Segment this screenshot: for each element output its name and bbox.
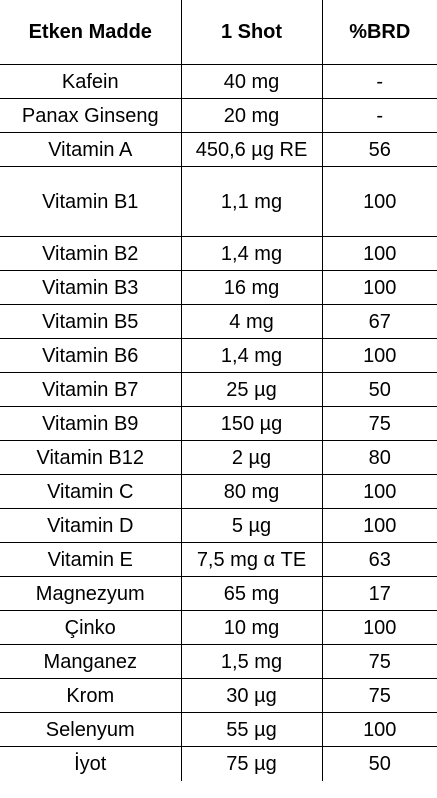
column-header-brd-percent: %BRD xyxy=(321,0,437,65)
ingredient-amount: 1,4 mg xyxy=(180,338,323,373)
ingredient-brd: 100 xyxy=(321,338,437,373)
ingredient-amount: 25 µg xyxy=(180,372,323,407)
ingredient-name: Kafein xyxy=(0,64,182,99)
ingredient-amount: 30 µg xyxy=(180,678,323,713)
table-row: Çinko 10 mg 100 xyxy=(0,610,437,645)
ingredient-brd: 100 xyxy=(321,474,437,509)
ingredient-amount: 16 mg xyxy=(180,270,323,305)
ingredient-brd: - xyxy=(321,64,437,99)
ingredient-amount: 10 mg xyxy=(180,610,323,645)
table-row: İyot 75 µg 50 xyxy=(0,746,437,781)
ingredient-name: Vitamin B5 xyxy=(0,304,182,339)
ingredient-brd: 56 xyxy=(321,132,437,167)
ingredient-brd: 100 xyxy=(321,270,437,305)
table-row: Vitamin B12 2 µg 80 xyxy=(0,440,437,475)
ingredient-brd: 100 xyxy=(321,236,437,271)
ingredient-brd: 100 xyxy=(321,508,437,543)
ingredient-amount: 80 mg xyxy=(180,474,323,509)
ingredient-name: Vitamin B2 xyxy=(0,236,182,271)
table-row: Vitamin D 5 µg 100 xyxy=(0,508,437,543)
ingredient-brd: - xyxy=(321,98,437,133)
table-row: Vitamin C 80 mg 100 xyxy=(0,474,437,509)
ingredient-name: Vitamin E xyxy=(0,542,182,577)
table-row: Vitamin B1 1,1 mg 100 xyxy=(0,166,437,237)
ingredient-name: Vitamin B7 xyxy=(0,372,182,407)
ingredient-name: Vitamin B9 xyxy=(0,406,182,441)
ingredient-name: Selenyum xyxy=(0,712,182,747)
ingredient-amount: 1,4 mg xyxy=(180,236,323,271)
nutrition-table: Etken Madde 1 Shot %BRD Kafein 40 mg - P… xyxy=(0,0,437,781)
ingredient-brd: 100 xyxy=(321,712,437,747)
ingredient-name: İyot xyxy=(0,746,182,781)
table-row: Panax Ginseng 20 mg - xyxy=(0,98,437,133)
ingredient-brd: 50 xyxy=(321,372,437,407)
table-row: Vitamin B2 1,4 mg 100 xyxy=(0,236,437,271)
ingredient-name: Krom xyxy=(0,678,182,713)
ingredient-name: Vitamin D xyxy=(0,508,182,543)
ingredient-name: Panax Ginseng xyxy=(0,98,182,133)
ingredient-amount: 4 mg xyxy=(180,304,323,339)
table-row: Magnezyum 65 mg 17 xyxy=(0,576,437,611)
ingredient-amount: 55 µg xyxy=(180,712,323,747)
table-row: Vitamin B5 4 mg 67 xyxy=(0,304,437,339)
ingredient-name: Vitamin B3 xyxy=(0,270,182,305)
ingredient-amount: 65 mg xyxy=(180,576,323,611)
table-row: Vitamin E 7,5 mg α TE 63 xyxy=(0,542,437,577)
ingredient-brd: 75 xyxy=(321,678,437,713)
column-header-active-ingredient: Etken Madde xyxy=(0,0,182,65)
ingredient-amount: 1,5 mg xyxy=(180,644,323,679)
ingredient-amount: 40 mg xyxy=(180,64,323,99)
ingredient-brd: 75 xyxy=(321,644,437,679)
ingredient-name: Vitamin B12 xyxy=(0,440,182,475)
table-row: Vitamin B6 1,4 mg 100 xyxy=(0,338,437,373)
ingredient-name: Vitamin C xyxy=(0,474,182,509)
ingredient-brd: 100 xyxy=(321,610,437,645)
ingredient-name: Manganez xyxy=(0,644,182,679)
ingredient-brd: 67 xyxy=(321,304,437,339)
ingredient-amount: 5 µg xyxy=(180,508,323,543)
ingredient-brd: 75 xyxy=(321,406,437,441)
table-row: Vitamin B7 25 µg 50 xyxy=(0,372,437,407)
table-row: Vitamin B3 16 mg 100 xyxy=(0,270,437,305)
table-row: Selenyum 55 µg 100 xyxy=(0,712,437,747)
column-header-per-shot: 1 Shot xyxy=(180,0,323,65)
ingredient-amount: 1,1 mg xyxy=(180,166,323,237)
ingredient-brd: 63 xyxy=(321,542,437,577)
ingredient-brd: 50 xyxy=(321,746,437,781)
ingredient-name: Vitamin A xyxy=(0,132,182,167)
ingredient-brd: 17 xyxy=(321,576,437,611)
ingredient-name: Çinko xyxy=(0,610,182,645)
ingredient-name: Magnezyum xyxy=(0,576,182,611)
table-row: Vitamin B9 150 µg 75 xyxy=(0,406,437,441)
ingredient-name: Vitamin B1 xyxy=(0,166,182,237)
table-row: Kafein 40 mg - xyxy=(0,64,437,99)
ingredient-amount: 20 mg xyxy=(180,98,323,133)
ingredient-amount: 7,5 mg α TE xyxy=(180,542,323,577)
ingredient-amount: 450,6 µg RE xyxy=(180,132,323,167)
table-row: Vitamin A 450,6 µg RE 56 xyxy=(0,132,437,167)
ingredient-brd: 100 xyxy=(321,166,437,237)
table-row: Manganez 1,5 mg 75 xyxy=(0,644,437,679)
ingredient-brd: 80 xyxy=(321,440,437,475)
ingredient-amount: 2 µg xyxy=(180,440,323,475)
table-row: Krom 30 µg 75 xyxy=(0,678,437,713)
ingredient-name: Vitamin B6 xyxy=(0,338,182,373)
ingredient-amount: 150 µg xyxy=(180,406,323,441)
ingredient-amount: 75 µg xyxy=(180,746,323,781)
table-header-row: Etken Madde 1 Shot %BRD xyxy=(0,0,437,65)
